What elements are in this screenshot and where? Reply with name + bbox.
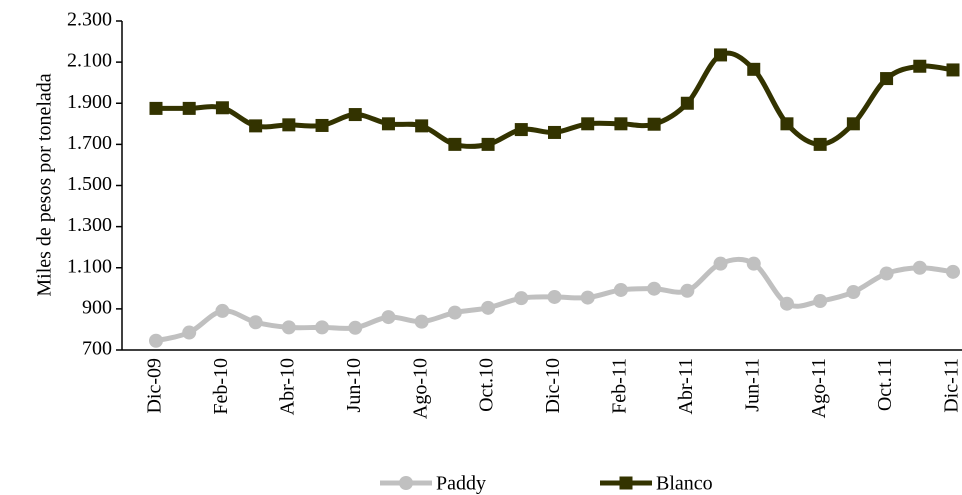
- y-tick-label: 1.900: [67, 91, 112, 113]
- data-point: [249, 119, 263, 133]
- data-point: [481, 137, 495, 151]
- data-point: [348, 320, 363, 335]
- data-point: [282, 118, 296, 132]
- data-point: [580, 290, 595, 305]
- data-point: [547, 289, 562, 304]
- legend-label: Paddy: [436, 473, 486, 495]
- data-point: [315, 320, 330, 335]
- data-point: [880, 72, 894, 86]
- data-point: [447, 305, 462, 320]
- x-tick-label: Dic-11: [941, 358, 962, 413]
- data-point: [182, 101, 196, 115]
- data-point: [846, 285, 861, 300]
- legend-marker: [619, 476, 633, 490]
- y-axis-title: Miles de pesos por tonelada: [34, 73, 56, 296]
- data-point: [647, 281, 662, 296]
- data-point: [514, 291, 529, 306]
- data-point: [248, 315, 263, 330]
- data-point: [946, 63, 960, 77]
- y-tick-label: 2.100: [67, 50, 112, 72]
- data-point: [813, 137, 827, 151]
- data-point: [746, 256, 761, 271]
- data-point: [779, 296, 794, 311]
- data-point: [714, 48, 728, 62]
- data-point: [713, 256, 728, 271]
- data-point: [215, 303, 230, 318]
- x-tick-label: Dic-09: [144, 358, 166, 414]
- x-tick-label: Oct.11: [874, 358, 896, 411]
- x-tick-label: Feb-11: [609, 358, 631, 414]
- x-tick-label: Jun-11: [741, 358, 763, 412]
- data-point: [946, 264, 960, 279]
- data-point: [846, 117, 860, 131]
- data-point: [448, 137, 462, 151]
- data-point: [680, 96, 694, 110]
- y-tick-label: 700: [82, 338, 112, 360]
- data-point: [913, 59, 927, 73]
- data-point: [215, 101, 229, 115]
- data-point: [780, 117, 794, 131]
- data-point: [149, 101, 163, 115]
- y-tick-label: 1.500: [67, 173, 112, 195]
- y-tick-label: 2.300: [67, 9, 112, 31]
- data-point: [415, 119, 429, 133]
- data-point: [614, 117, 628, 131]
- x-tick-label: Ago-10: [409, 358, 431, 419]
- data-point: [182, 325, 197, 340]
- data-point: [281, 320, 296, 335]
- x-tick-label: Ago-11: [808, 358, 830, 418]
- y-tick-label: 900: [82, 296, 112, 318]
- data-point: [581, 117, 595, 131]
- x-tick-label: Dic-10: [542, 358, 564, 414]
- data-point: [381, 117, 395, 131]
- data-point: [381, 310, 396, 325]
- x-tick-label: Feb-10: [210, 358, 232, 415]
- data-point: [481, 300, 496, 315]
- y-tick-label: 1.700: [67, 132, 112, 154]
- data-point: [348, 108, 362, 122]
- x-tick-label: Jun-10: [343, 358, 365, 412]
- data-point: [912, 260, 927, 275]
- data-point: [879, 266, 894, 281]
- x-tick-label: Abr-10: [276, 358, 298, 415]
- data-point: [149, 333, 163, 348]
- x-tick-label: Oct.10: [476, 358, 498, 412]
- data-point: [747, 62, 761, 76]
- legend-marker: [399, 476, 413, 490]
- data-point: [414, 314, 429, 329]
- x-tick-label: Abr-11: [675, 358, 697, 415]
- y-tick-label: 1.300: [67, 214, 112, 236]
- data-point: [647, 117, 661, 131]
- data-point: [813, 294, 828, 309]
- data-point: [548, 125, 561, 139]
- legend-label: Blanco: [656, 473, 713, 495]
- data-point: [613, 282, 628, 297]
- data-point: [514, 123, 528, 137]
- y-tick-label: 1.100: [67, 255, 112, 277]
- data-point: [315, 118, 329, 132]
- data-point: [680, 283, 695, 298]
